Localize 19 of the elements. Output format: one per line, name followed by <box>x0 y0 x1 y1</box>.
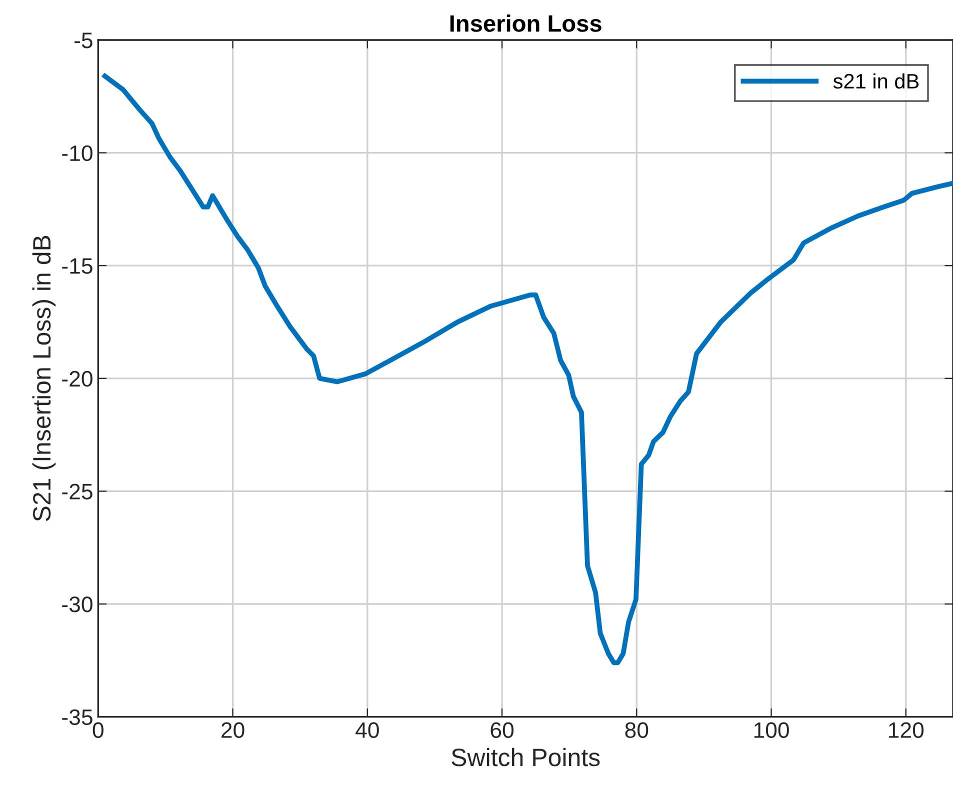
y-tick-label: -35 <box>62 709 92 726</box>
y-tick-label: -20 <box>62 370 92 387</box>
y-tick-label: -25 <box>62 484 92 500</box>
x-tick-label: 20 <box>222 722 244 738</box>
x-tick-label: 100 <box>754 722 789 738</box>
x-axis-title: Switch Points <box>452 748 600 766</box>
y-tick-label: -10 <box>62 145 92 162</box>
line-series <box>102 74 953 666</box>
legend-label: s21 in dB <box>833 73 919 89</box>
chart-title: Inserion Loss <box>450 14 602 32</box>
x-tick-label: 60 <box>490 722 514 738</box>
x-tick-label: 0 <box>92 722 104 738</box>
y-tick-label: -30 <box>62 596 92 612</box>
y-tick-label: -15 <box>62 258 92 274</box>
x-tick-label: 40 <box>356 722 379 738</box>
y-tick-label: -5 <box>74 32 92 48</box>
x-tick-label: 120 <box>889 722 924 738</box>
x-tick-label: 80 <box>625 722 648 738</box>
y-axis-title: S21 (Insertion Loss) in dB <box>32 236 56 522</box>
